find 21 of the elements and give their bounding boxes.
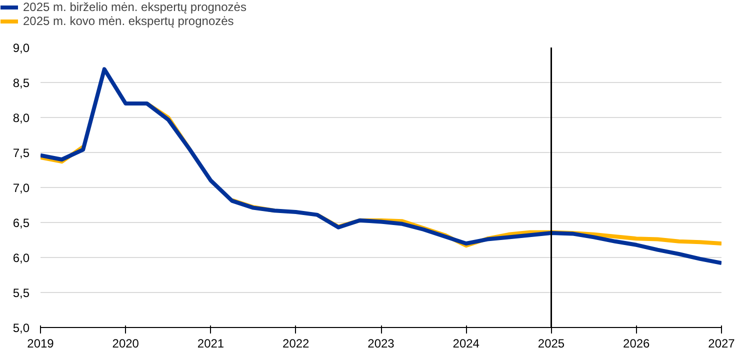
x-tick-label: 2021 bbox=[197, 336, 224, 350]
x-tick-label: 2024 bbox=[452, 336, 480, 350]
x-tick-label: 2025 bbox=[538, 336, 565, 350]
y-tick-label: 6,0 bbox=[12, 251, 30, 265]
x-tick-label: 2023 bbox=[368, 336, 395, 350]
legend-label: 2025 m. birželio mėn. ekspertų prognozės bbox=[23, 0, 246, 14]
y-tick-label: 9,0 bbox=[12, 41, 30, 55]
y-tick-label: 8,0 bbox=[12, 111, 30, 125]
y-tick-label: 5,5 bbox=[12, 286, 30, 300]
legend-label: 2025 m. kovo mėn. ekspertų prognozės bbox=[23, 14, 234, 28]
y-tick-label: 6,5 bbox=[12, 216, 30, 230]
y-tick-label: 7,5 bbox=[12, 146, 30, 160]
x-tick-label: 2020 bbox=[112, 336, 140, 350]
x-tick-label: 2019 bbox=[27, 336, 54, 350]
y-tick-label: 8,5 bbox=[12, 76, 30, 90]
y-tick-label: 7,0 bbox=[12, 181, 30, 195]
x-tick-label: 2027 bbox=[708, 336, 736, 350]
line-series bbox=[40, 67, 722, 266]
y-tick-label: 5,0 bbox=[12, 321, 30, 335]
x-tick-label: 2022 bbox=[282, 336, 310, 350]
x-tick-label: 2026 bbox=[623, 336, 650, 350]
